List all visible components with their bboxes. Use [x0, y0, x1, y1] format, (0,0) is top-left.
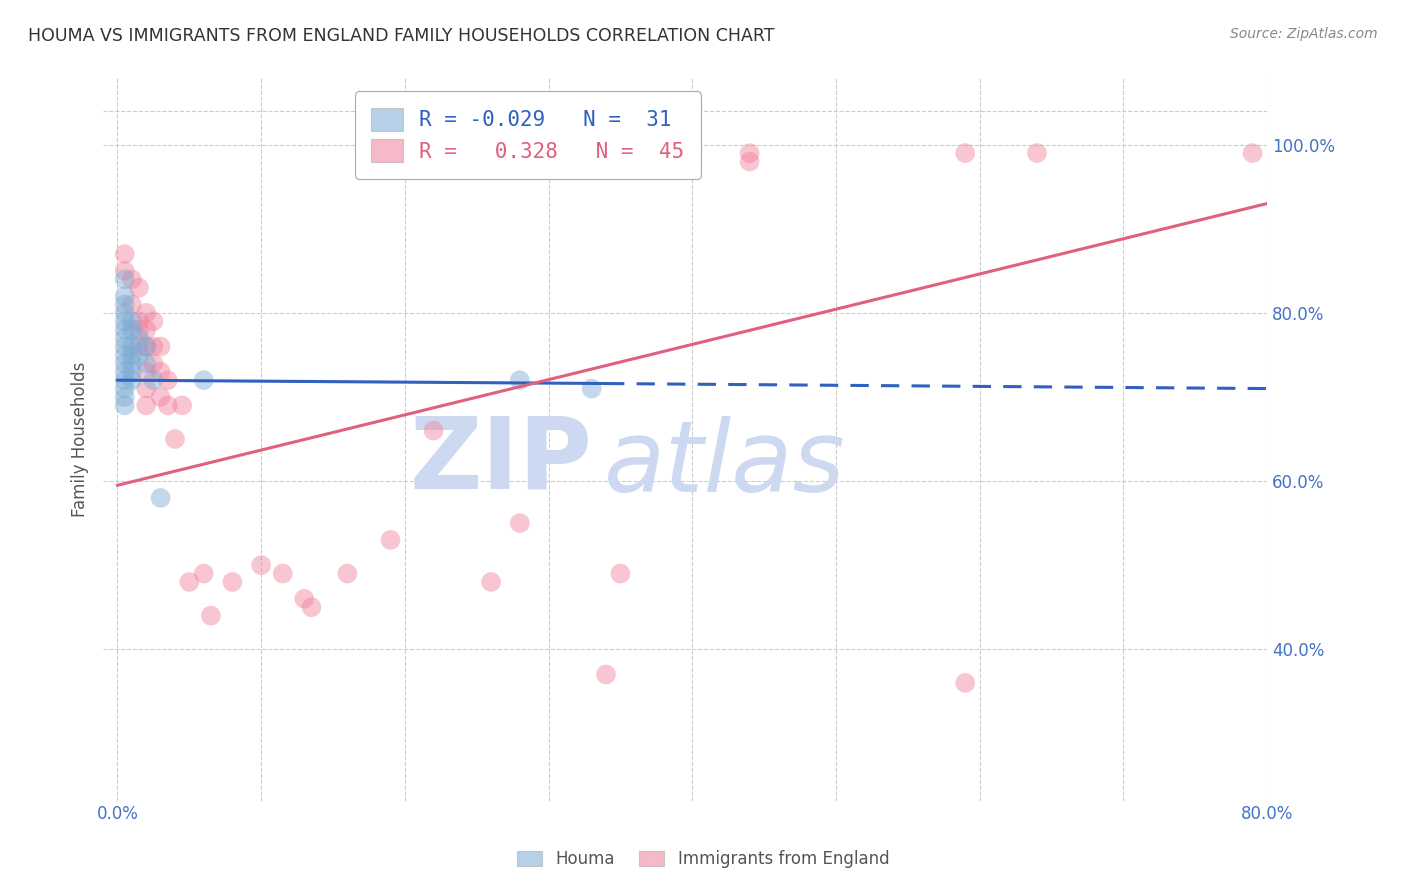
Legend: R = -0.029   N =  31, R =   0.328   N =  45: R = -0.029 N = 31, R = 0.328 N = 45 [354, 92, 702, 178]
Point [1241, 146, 1264, 161]
Point [142, 339, 165, 353]
Point [114, 348, 136, 362]
Point [114, 272, 136, 286]
Point [128, 348, 150, 362]
Point [121, 373, 143, 387]
Point [135, 398, 157, 412]
Point [156, 398, 179, 412]
Point [179, 574, 201, 589]
Point [479, 574, 502, 589]
Point [114, 356, 136, 370]
Point [271, 566, 294, 581]
Point [221, 574, 243, 589]
Point [953, 676, 976, 690]
Point [114, 306, 136, 320]
Point [149, 339, 172, 353]
Point [193, 373, 215, 387]
Point [509, 516, 531, 530]
Point [121, 348, 143, 362]
Point [114, 289, 136, 303]
Point [128, 323, 150, 337]
Point [128, 314, 150, 328]
Point [1026, 146, 1049, 161]
Point [121, 339, 143, 353]
Point [163, 432, 186, 446]
Point [114, 323, 136, 337]
Point [135, 339, 157, 353]
Text: Source: ZipAtlas.com: Source: ZipAtlas.com [1230, 27, 1378, 41]
Point [149, 365, 172, 379]
Point [953, 146, 976, 161]
Point [114, 247, 136, 261]
Point [156, 373, 179, 387]
Point [128, 331, 150, 345]
Point [738, 146, 761, 161]
Point [609, 566, 631, 581]
Point [172, 398, 194, 412]
Legend: Houma, Immigrants from England: Houma, Immigrants from England [510, 844, 896, 875]
Point [135, 306, 157, 320]
Point [114, 373, 136, 387]
Point [114, 365, 136, 379]
Point [142, 373, 165, 387]
Point [135, 339, 157, 353]
Point [121, 365, 143, 379]
Point [114, 398, 136, 412]
Point [135, 382, 157, 396]
Point [422, 424, 444, 438]
Point [250, 558, 273, 573]
Point [114, 339, 136, 353]
Point [135, 323, 157, 337]
Point [121, 323, 143, 337]
Point [380, 533, 402, 547]
Point [200, 608, 222, 623]
Point [149, 491, 172, 505]
Point [135, 365, 157, 379]
Point [121, 297, 143, 311]
Text: ZIP: ZIP [409, 412, 592, 509]
Point [121, 314, 143, 328]
Text: HOUMA VS IMMIGRANTS FROM ENGLAND FAMILY HOUSEHOLDS CORRELATION CHART: HOUMA VS IMMIGRANTS FROM ENGLAND FAMILY … [28, 27, 775, 45]
Point [121, 272, 143, 286]
Point [114, 297, 136, 311]
Point [149, 390, 172, 404]
Point [595, 667, 617, 681]
Point [114, 390, 136, 404]
Point [509, 373, 531, 387]
Point [738, 154, 761, 169]
Point [135, 356, 157, 370]
Point [114, 382, 136, 396]
Point [142, 314, 165, 328]
Point [128, 339, 150, 353]
Point [292, 591, 315, 606]
Point [193, 566, 215, 581]
Point [142, 356, 165, 370]
Text: atlas: atlas [603, 416, 845, 513]
Point [336, 566, 359, 581]
Point [301, 600, 323, 615]
Point [114, 264, 136, 278]
Point [128, 280, 150, 294]
Point [114, 331, 136, 345]
Y-axis label: Family Households: Family Households [72, 361, 89, 516]
Point [121, 356, 143, 370]
Point [581, 382, 603, 396]
Point [114, 314, 136, 328]
